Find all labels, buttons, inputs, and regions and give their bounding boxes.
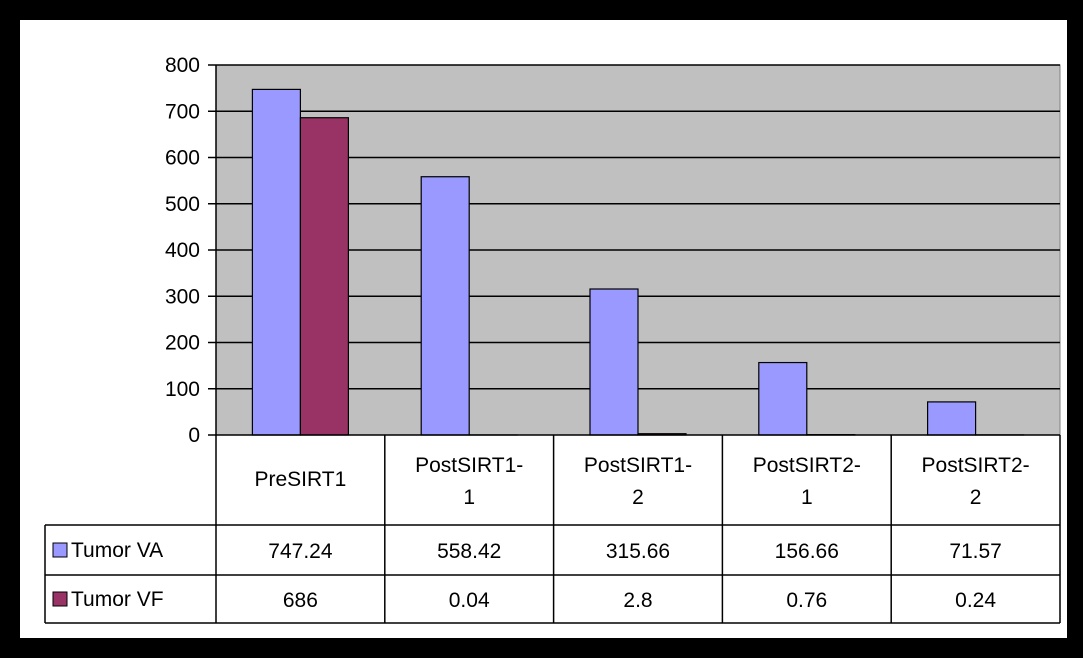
data-table-cell: 0.24 [955, 589, 996, 612]
bar [299, 117, 349, 436]
category-label: 2 [632, 486, 644, 509]
bar [251, 88, 301, 436]
bar [758, 361, 808, 436]
category-label: PostSIRT1- [415, 454, 523, 477]
bar-chart-with-data-table: 0 100 200 300 400 500 600 700 800 PreSIRT1 PostSIR… [44, 54, 1061, 624]
data-table-cell: 747.24 [268, 540, 333, 563]
data-table-cell: 0.04 [449, 589, 490, 612]
category-label: PostSIRT2- [753, 454, 861, 477]
legend-swatch [52, 591, 68, 607]
bar [926, 401, 977, 436]
data-table-cell: 156.66 [775, 540, 839, 563]
data-table-cell: 71.57 [949, 540, 1002, 563]
category-label: 2 [970, 486, 982, 509]
bar [589, 288, 639, 436]
legend-label: Tumor VF [71, 588, 164, 611]
data-table-cell: 0.76 [786, 589, 827, 612]
bar [420, 176, 470, 436]
y-tick-label: 500 [165, 193, 200, 216]
y-tick-label: 0 [188, 424, 200, 447]
data-table-cell: 558.42 [437, 540, 501, 563]
data-table-cell: 686 [283, 589, 318, 612]
category-label: 1 [463, 486, 475, 509]
category-label: PreSIRT1 [254, 468, 346, 491]
category-label: 1 [801, 486, 813, 509]
data-table-cell: 315.66 [606, 540, 670, 563]
y-tick-label: 700 [165, 100, 200, 123]
y-tick-label: 300 [165, 285, 200, 308]
y-tick-label: 200 [165, 332, 200, 355]
y-tick-label: 600 [165, 147, 200, 170]
y-tick-label: 800 [165, 54, 200, 77]
legend-swatch [52, 542, 68, 558]
category-label: PostSIRT2- [922, 454, 1030, 477]
y-tick-label: 100 [165, 378, 200, 401]
y-tick-label: 400 [165, 239, 200, 262]
data-table-cell: 2.8 [623, 589, 652, 612]
chart-frame: 0 100 200 300 400 500 600 700 800 PreSIRT1 PostSIR… [20, 20, 1067, 638]
legend-label: Tumor VA [71, 539, 163, 562]
category-label: PostSIRT1- [584, 454, 692, 477]
